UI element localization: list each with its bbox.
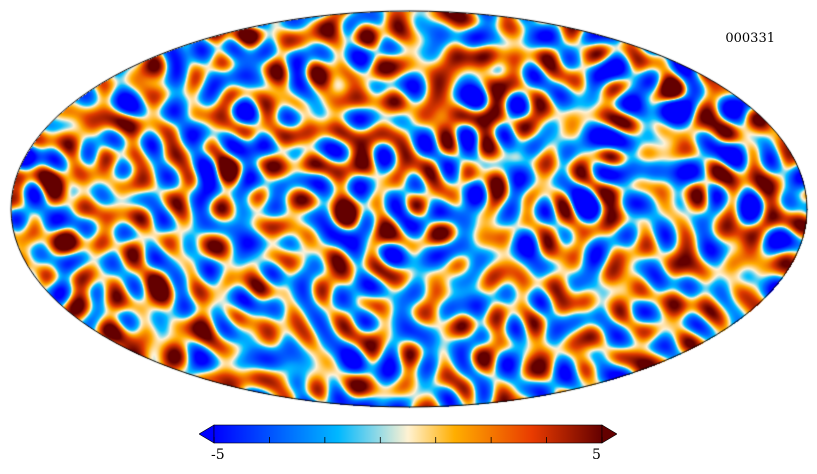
colorbar-max-label: 5 — [592, 447, 601, 463]
map-identifier-label: 000331 — [725, 31, 775, 46]
colorbar-min-label: -5 — [211, 447, 225, 463]
colorbar-min-arrow — [198, 424, 215, 444]
colorbar-ticks — [213, 437, 603, 443]
colorbar-gradient — [213, 424, 603, 444]
colorbar — [198, 423, 618, 445]
colorbar-max-arrow — [601, 424, 618, 444]
